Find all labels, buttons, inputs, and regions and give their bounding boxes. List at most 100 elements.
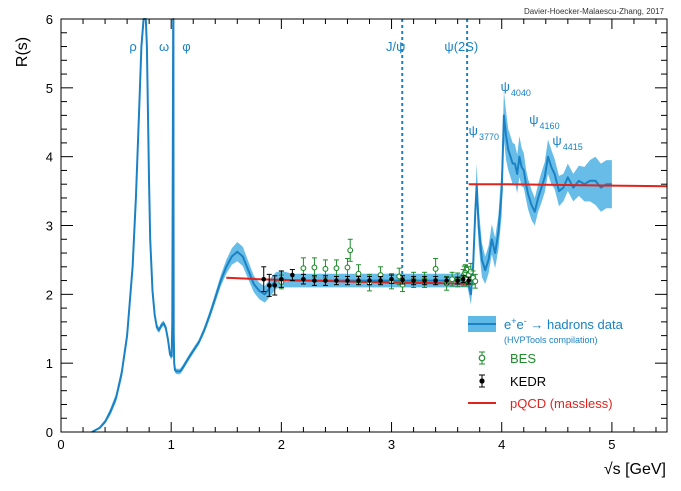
- bes-point: [449, 271, 456, 287]
- kedr-marker: [378, 278, 383, 283]
- kedr-marker: [466, 278, 471, 283]
- kedr-point: [455, 276, 461, 285]
- kedr-point: [389, 274, 395, 284]
- bes-marker: [333, 265, 340, 272]
- kedr-marker: [334, 278, 339, 283]
- hvp-error-band: [91, 19, 612, 432]
- kedr-point: [367, 275, 373, 286]
- kedr-marker: [422, 278, 427, 283]
- kedr-point: [378, 275, 384, 286]
- y-tick-label: 1: [46, 356, 53, 371]
- y-axis-label: R(s): [14, 37, 31, 67]
- legend-label-hvp: e+e- → hadrons data: [504, 316, 624, 332]
- kedr-point: [422, 275, 428, 286]
- kedr-marker: [266, 283, 272, 288]
- y-tick-label: 0: [46, 425, 53, 440]
- kedr-marker: [279, 276, 284, 282]
- kedr-marker: [389, 276, 394, 282]
- resonance-label: ψ3770: [469, 123, 499, 142]
- legend-item-pqcd: pQCD (massless): [468, 396, 613, 411]
- resonance-label-sub: 4415: [563, 142, 583, 152]
- resonance-label: ρ: [129, 39, 136, 54]
- resonance-label-sub: 4160: [540, 121, 560, 131]
- resonance-label: ψ4040: [501, 79, 531, 98]
- resonance-label: ψ(2S): [444, 39, 478, 54]
- bes-marker: [467, 268, 474, 275]
- kedr-point: [333, 275, 339, 286]
- kedr-marker: [356, 278, 361, 283]
- kedr-point: [261, 266, 267, 293]
- bes-marker: [347, 247, 354, 254]
- bes-point: [472, 273, 479, 289]
- bes-point: [311, 257, 318, 278]
- x-tick-label: 1: [168, 437, 175, 452]
- x-tick-label: 3: [388, 437, 395, 452]
- resonance-vlines: [401, 19, 469, 281]
- bes-marker: [472, 278, 479, 285]
- plot-frame: [60, 18, 668, 433]
- y-tick-label: 4: [46, 150, 53, 165]
- kedr-point: [411, 275, 417, 286]
- kedr-points: [261, 266, 472, 297]
- kedr-marker: [323, 278, 328, 283]
- legend-item-kedr: KEDR: [479, 374, 546, 389]
- kedr-point: [322, 275, 328, 286]
- y-tick-label: 5: [46, 81, 53, 96]
- kedr-marker: [272, 283, 278, 288]
- resonance-label: ψ4415: [552, 133, 582, 152]
- bes-marker: [322, 265, 329, 272]
- bes-point: [322, 259, 329, 279]
- legend-item-bes: BES: [478, 351, 536, 366]
- legend-sublabel-hvp: (HVPTools compilation): [504, 335, 598, 345]
- y-tick-label: 2: [46, 287, 53, 302]
- pqcd-line-1: [468, 183, 668, 188]
- kedr-marker: [444, 278, 449, 283]
- kedr-point: [460, 275, 466, 284]
- resonance-label: ω: [159, 39, 169, 54]
- x-axis-label: √s [GeV]: [604, 461, 666, 478]
- legend: e+e- → hadrons data (HVPTools compilatio…: [468, 316, 624, 411]
- legend-marker-bes: [478, 354, 486, 362]
- legend-marker-kedr: [479, 378, 485, 384]
- kedr-marker: [312, 278, 317, 283]
- resonance-label-sub: 3770: [479, 132, 499, 142]
- bes-point: [347, 238, 354, 262]
- hvp-data-line: [91, 18, 612, 433]
- resonance-label: φ: [182, 39, 190, 54]
- axes: 0 1 2 3 4 5 0 1 2 3 4 5 6: [46, 12, 667, 452]
- kedr-point: [311, 275, 317, 286]
- kedr-marker: [301, 276, 306, 282]
- kedr-marker: [367, 278, 372, 283]
- kedr-point: [466, 276, 472, 285]
- kedr-point: [344, 275, 350, 286]
- legend-label-kedr: KEDR: [510, 374, 546, 389]
- kedr-point: [272, 275, 278, 296]
- kedr-point: [355, 275, 361, 286]
- kedr-point: [300, 273, 306, 285]
- legend-label-bes: BES: [510, 351, 536, 366]
- resonance-label: J/ψ: [386, 39, 405, 54]
- kedr-point: [266, 273, 272, 297]
- bes-marker: [449, 276, 456, 283]
- kedr-marker: [261, 276, 267, 282]
- x-tick-label: 0: [57, 437, 64, 452]
- bes-marker: [344, 264, 351, 271]
- x-tick-label: 4: [498, 437, 505, 452]
- y-tick-label: 6: [46, 12, 53, 27]
- hvp-band-layer: [91, 19, 612, 432]
- resonance-labels: ρ ω φ J/ψ ψ(2S) ψ3770 ψ4040 ψ4160 ψ4415: [129, 39, 582, 152]
- bes-marker: [311, 264, 318, 271]
- legend-label-pqcd: pQCD (massless): [510, 396, 613, 411]
- kedr-point: [278, 270, 284, 288]
- kedr-marker: [411, 278, 416, 283]
- legend-item-hvp: e+e- → hadrons data (HVPTools compilatio…: [468, 316, 624, 345]
- bes-marker: [355, 270, 362, 277]
- kedr-marker: [290, 272, 295, 278]
- credit-text: Davier-Hoecker-Malaescu-Zhang, 2017: [524, 7, 665, 16]
- resonance-label-sub: 4040: [511, 88, 531, 98]
- y-tick-label: 3: [46, 219, 53, 234]
- kedr-marker: [433, 278, 438, 283]
- x-tick-label: 2: [278, 437, 285, 452]
- kedr-marker: [455, 278, 460, 283]
